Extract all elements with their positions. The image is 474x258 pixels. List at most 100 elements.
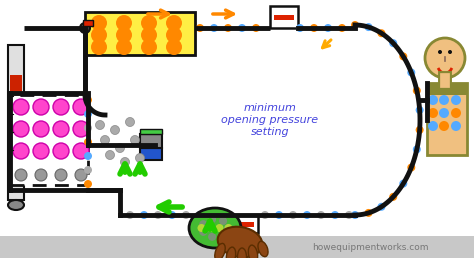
Circle shape [100, 135, 109, 144]
Circle shape [166, 15, 182, 31]
Circle shape [55, 169, 67, 181]
Circle shape [84, 166, 92, 174]
Bar [274, 15, 294, 20]
Circle shape [324, 24, 332, 32]
Circle shape [210, 211, 218, 219]
Circle shape [224, 224, 232, 232]
Bar [427, 83, 467, 95]
Circle shape [331, 211, 339, 219]
Circle shape [438, 50, 442, 54]
Circle shape [168, 211, 176, 219]
Circle shape [399, 52, 407, 60]
Circle shape [116, 143, 125, 152]
Circle shape [140, 211, 148, 219]
Circle shape [182, 211, 190, 219]
Bar [230, 215, 258, 233]
Circle shape [413, 145, 421, 153]
Circle shape [399, 180, 407, 188]
Circle shape [33, 143, 49, 159]
Bar [140, 129, 162, 134]
Circle shape [141, 15, 157, 31]
Bar [83, 20, 93, 26]
Circle shape [198, 224, 206, 232]
Bar [234, 222, 254, 227]
Circle shape [439, 95, 449, 105]
Ellipse shape [258, 241, 268, 257]
Circle shape [84, 124, 92, 132]
Circle shape [428, 121, 438, 131]
Bar [85, 12, 195, 55]
Circle shape [33, 121, 49, 137]
Circle shape [416, 126, 424, 134]
Circle shape [13, 121, 29, 137]
Circle shape [154, 211, 162, 219]
Circle shape [91, 15, 107, 31]
Circle shape [84, 138, 92, 146]
Circle shape [428, 108, 438, 118]
Ellipse shape [189, 208, 241, 248]
Circle shape [296, 24, 304, 32]
Circle shape [208, 233, 216, 241]
Circle shape [199, 220, 207, 228]
Text: minimum
opening pressure
setting: minimum opening pressure setting [221, 103, 319, 136]
Circle shape [225, 224, 233, 232]
Circle shape [136, 154, 145, 163]
Circle shape [116, 15, 132, 31]
Circle shape [141, 39, 157, 55]
Circle shape [317, 211, 325, 219]
Circle shape [413, 87, 421, 95]
Circle shape [439, 108, 449, 118]
Circle shape [407, 69, 415, 77]
Circle shape [13, 143, 29, 159]
Circle shape [80, 23, 90, 33]
Circle shape [53, 99, 69, 115]
Circle shape [91, 39, 107, 55]
Circle shape [13, 99, 29, 115]
Circle shape [126, 117, 135, 126]
Circle shape [95, 120, 104, 130]
Ellipse shape [226, 247, 236, 258]
Circle shape [166, 27, 182, 43]
Circle shape [208, 215, 216, 223]
Circle shape [216, 224, 224, 232]
Ellipse shape [218, 227, 262, 257]
Circle shape [166, 39, 182, 55]
Circle shape [106, 150, 115, 159]
Circle shape [389, 39, 397, 47]
Circle shape [451, 121, 461, 131]
Bar [0, 236, 474, 258]
Circle shape [210, 24, 218, 32]
Circle shape [351, 211, 359, 219]
Circle shape [275, 211, 283, 219]
Circle shape [451, 95, 461, 105]
Circle shape [116, 39, 132, 55]
Circle shape [448, 50, 452, 54]
Circle shape [365, 23, 373, 31]
Circle shape [407, 164, 415, 172]
Bar [10, 75, 22, 175]
Circle shape [351, 21, 359, 29]
Circle shape [365, 209, 373, 217]
Bar [270, 6, 298, 28]
Circle shape [289, 211, 297, 219]
Bar [140, 134, 162, 148]
Ellipse shape [237, 248, 246, 258]
Circle shape [15, 169, 27, 181]
Ellipse shape [215, 243, 225, 258]
Circle shape [196, 24, 204, 32]
Circle shape [126, 211, 134, 219]
Circle shape [35, 169, 47, 181]
Circle shape [84, 110, 92, 118]
Circle shape [261, 211, 269, 219]
Bar [10, 95, 88, 185]
Circle shape [377, 203, 385, 211]
Circle shape [130, 135, 139, 144]
Circle shape [73, 121, 89, 137]
Bar [8, 45, 24, 200]
Circle shape [303, 211, 311, 219]
Circle shape [75, 169, 87, 181]
Circle shape [310, 24, 318, 32]
Circle shape [345, 211, 353, 219]
Circle shape [219, 231, 227, 239]
Circle shape [439, 121, 449, 131]
